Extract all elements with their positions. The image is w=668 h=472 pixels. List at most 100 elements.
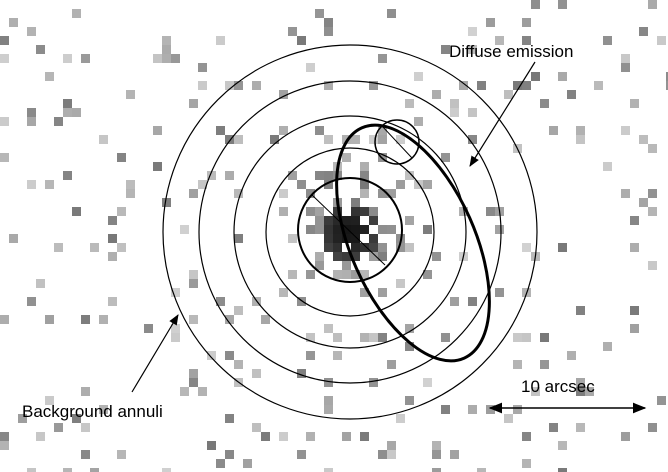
pixel bbox=[351, 243, 360, 252]
pixel bbox=[396, 279, 405, 288]
pixel bbox=[360, 180, 369, 189]
pixel bbox=[648, 207, 657, 216]
pixel bbox=[360, 171, 369, 180]
pixel bbox=[162, 45, 171, 54]
pixel bbox=[324, 378, 333, 387]
pixel bbox=[180, 225, 189, 234]
pixel bbox=[360, 333, 369, 342]
pixel bbox=[27, 117, 36, 126]
pixel bbox=[306, 225, 315, 234]
pixel bbox=[72, 108, 81, 117]
pixel bbox=[351, 135, 360, 144]
pixel bbox=[486, 207, 495, 216]
pixel bbox=[72, 414, 81, 423]
pixel bbox=[369, 243, 378, 252]
pixel bbox=[567, 90, 576, 99]
pixel bbox=[27, 108, 36, 117]
pixel bbox=[387, 441, 396, 450]
diffuse-arrow bbox=[469, 61, 536, 167]
pixel bbox=[333, 225, 342, 234]
pixel bbox=[297, 180, 306, 189]
pixel bbox=[225, 81, 234, 90]
pixel bbox=[315, 126, 324, 135]
pixel bbox=[117, 450, 126, 459]
pixel bbox=[234, 189, 243, 198]
pixel bbox=[171, 324, 180, 333]
pixel bbox=[639, 135, 648, 144]
pixel bbox=[108, 297, 117, 306]
pixel bbox=[306, 189, 315, 198]
pixel bbox=[279, 189, 288, 198]
pixel bbox=[234, 81, 243, 90]
pixel bbox=[333, 234, 342, 243]
pixel bbox=[117, 207, 126, 216]
pixel bbox=[297, 297, 306, 306]
pixel bbox=[459, 81, 468, 90]
pixel bbox=[198, 81, 207, 90]
pixel bbox=[189, 315, 198, 324]
pixel bbox=[189, 279, 198, 288]
pixel bbox=[531, 0, 540, 9]
pixel bbox=[324, 396, 333, 405]
pixel bbox=[351, 234, 360, 243]
pixel bbox=[387, 225, 396, 234]
pixel bbox=[378, 333, 387, 342]
pixel bbox=[630, 306, 639, 315]
diffuse-ellipse bbox=[335, 123, 491, 363]
pixel bbox=[666, 72, 668, 81]
pixel bbox=[81, 423, 90, 432]
pixel bbox=[432, 90, 441, 99]
pixel bbox=[369, 333, 378, 342]
pixel bbox=[558, 468, 567, 472]
pixel bbox=[306, 333, 315, 342]
pixel bbox=[468, 135, 477, 144]
pixel bbox=[72, 207, 81, 216]
pixel bbox=[477, 468, 486, 472]
pixel bbox=[225, 351, 234, 360]
pixel bbox=[171, 333, 180, 342]
pixel bbox=[450, 297, 459, 306]
pixel bbox=[0, 153, 9, 162]
pixel bbox=[252, 81, 261, 90]
pixel bbox=[468, 108, 477, 117]
regions bbox=[162, 44, 538, 420]
pixel bbox=[477, 81, 486, 90]
pixel bbox=[459, 207, 468, 216]
pixel bbox=[234, 360, 243, 369]
pixel bbox=[324, 216, 333, 225]
pixel bbox=[324, 180, 333, 189]
pixel bbox=[405, 243, 414, 252]
pixel bbox=[378, 288, 387, 297]
pixel bbox=[153, 162, 162, 171]
pixel bbox=[189, 270, 198, 279]
pixel bbox=[63, 468, 72, 472]
pixel bbox=[180, 387, 189, 396]
pixel bbox=[648, 144, 657, 153]
pixel bbox=[198, 63, 207, 72]
pixel bbox=[216, 126, 225, 135]
pixel bbox=[324, 27, 333, 36]
pixel bbox=[405, 216, 414, 225]
annulus-circle bbox=[198, 80, 502, 384]
pixel bbox=[351, 198, 360, 207]
pixel bbox=[225, 450, 234, 459]
pixel bbox=[90, 468, 99, 472]
pixel bbox=[81, 54, 90, 63]
pixel bbox=[360, 288, 369, 297]
pixel bbox=[630, 243, 639, 252]
pixel bbox=[585, 387, 594, 396]
pixel bbox=[360, 225, 369, 234]
pixel bbox=[621, 126, 630, 135]
pixel bbox=[369, 135, 378, 144]
pixel bbox=[189, 99, 198, 108]
pixel bbox=[468, 45, 477, 54]
pixel bbox=[576, 306, 585, 315]
pixel bbox=[378, 126, 387, 135]
pixel bbox=[315, 207, 324, 216]
pixel bbox=[522, 18, 531, 27]
pixel bbox=[342, 225, 351, 234]
pixel bbox=[576, 378, 585, 387]
pixel bbox=[315, 171, 324, 180]
pixel bbox=[414, 117, 423, 126]
pixel bbox=[126, 189, 135, 198]
